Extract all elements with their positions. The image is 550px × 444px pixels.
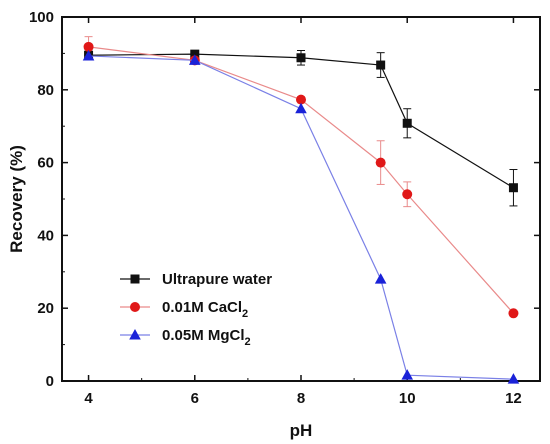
data-point <box>190 49 200 59</box>
legend-marker <box>130 274 140 284</box>
x-tick-label: 10 <box>399 390 416 407</box>
series-line <box>88 46 514 314</box>
y-tick-label: 100 <box>29 9 54 26</box>
legend-label-subscript: 2 <box>245 336 251 348</box>
y-axis-title: Recovery (%) <box>7 145 26 253</box>
x-axis: 4 6 8 10 12 <box>84 17 522 407</box>
plot-border <box>61 16 541 382</box>
data-point <box>376 60 386 70</box>
legend-marker <box>129 329 141 340</box>
data-point <box>402 118 412 128</box>
data-point <box>296 53 306 63</box>
plot-frame <box>61 16 541 382</box>
y-tick-label: 0 <box>46 373 54 390</box>
data-point <box>374 273 387 284</box>
x-tick-label: 4 <box>84 390 93 407</box>
y-tick-label: 20 <box>37 300 54 317</box>
series-line <box>88 55 514 380</box>
x-tick-label: 12 <box>505 390 522 407</box>
series-1 <box>84 49 518 207</box>
data-point <box>402 189 413 200</box>
legend-label-main: 0.05M MgCl <box>162 327 245 344</box>
x-tick-label: 8 <box>297 390 305 407</box>
data-point <box>375 157 386 168</box>
legend-item: Ultrapure water <box>120 271 272 288</box>
y-axis: 0 20 40 60 80 100 <box>29 9 540 390</box>
data-point <box>507 373 520 384</box>
legend-item: 0.05M MgCl2 <box>120 327 251 348</box>
legend-item: 0.01M CaCl2 <box>120 299 248 320</box>
data-point <box>295 102 307 114</box>
data-point <box>508 308 519 319</box>
series-3 <box>82 49 520 384</box>
data-point <box>296 94 306 105</box>
legend-label: Ultrapure water <box>162 271 272 288</box>
series-2 <box>83 36 519 319</box>
y-tick-label: 40 <box>37 227 54 244</box>
data-point <box>83 41 94 52</box>
y-tick-label: 60 <box>37 155 54 172</box>
series-layer <box>82 36 520 384</box>
series-line <box>88 53 514 189</box>
data-point <box>188 54 201 65</box>
legend-marker <box>130 302 140 312</box>
data-point <box>508 183 518 193</box>
data-point <box>82 49 95 61</box>
x-tick-label: 6 <box>191 390 199 407</box>
y-tick-label: 80 <box>37 82 54 99</box>
legend-label: 0.01M CaCl2 <box>162 299 248 320</box>
legend-label-main: Ultrapure water <box>162 271 272 288</box>
x-axis-title: pH <box>290 421 313 440</box>
legend-label-subscript: 2 <box>242 308 248 320</box>
legend-label: 0.05M MgCl2 <box>162 327 251 348</box>
legend-label-main: 0.01M CaCl <box>162 299 242 316</box>
data-point <box>401 369 414 380</box>
